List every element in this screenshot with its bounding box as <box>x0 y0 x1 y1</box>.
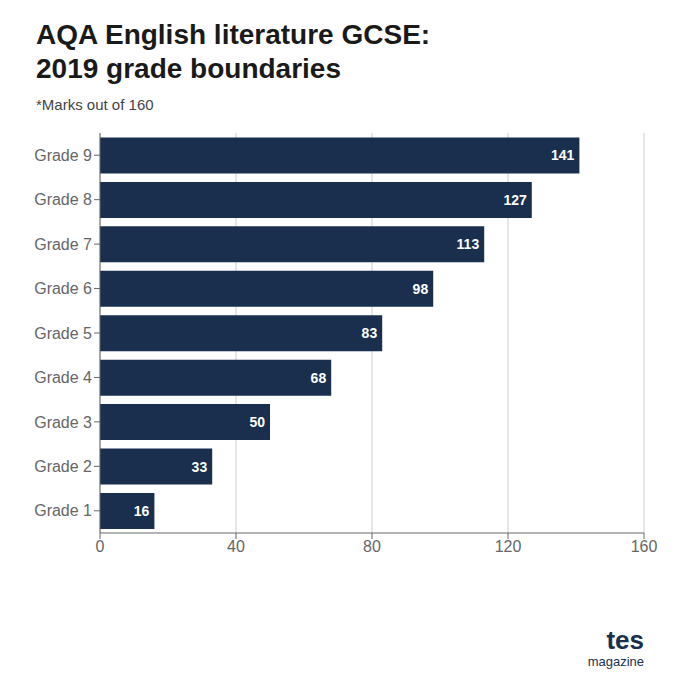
svg-text:16: 16 <box>134 503 150 519</box>
svg-text:141: 141 <box>551 147 575 163</box>
svg-text:160: 160 <box>631 538 658 555</box>
svg-text:Grade 5: Grade 5 <box>34 325 92 342</box>
svg-text:33: 33 <box>192 459 208 475</box>
svg-text:Grade 6: Grade 6 <box>34 280 92 297</box>
svg-text:Grade 9: Grade 9 <box>34 147 92 164</box>
svg-text:Grade 2: Grade 2 <box>34 458 92 475</box>
html-text:*Marks out of 160: *Marks out of 160 <box>36 96 154 113</box>
svg-text:98: 98 <box>413 281 429 297</box>
svg-text:83: 83 <box>362 325 378 341</box>
svg-text:Grade 7: Grade 7 <box>34 236 92 253</box>
svg-text:50: 50 <box>249 414 265 430</box>
svg-text:68: 68 <box>311 370 327 386</box>
html-text:AQA English literature GCSE: 2: AQA English literature GCSE: 2019 grade … <box>36 19 431 84</box>
svg-text:Grade 3: Grade 3 <box>34 414 92 431</box>
svg-text:Grade 1: Grade 1 <box>34 502 92 519</box>
svg-text:Grade 4: Grade 4 <box>34 369 92 386</box>
svg-text:127: 127 <box>503 192 527 208</box>
html-text:tes: tes <box>606 625 644 655</box>
svg-text:40: 40 <box>227 538 245 555</box>
svg-text:80: 80 <box>363 538 381 555</box>
html-text:magazine: magazine <box>587 654 644 669</box>
svg-text:113: 113 <box>457 236 480 252</box>
svg-text:120: 120 <box>495 538 522 555</box>
svg-text:0: 0 <box>96 538 105 555</box>
svg-text:Grade 8: Grade 8 <box>34 191 92 208</box>
